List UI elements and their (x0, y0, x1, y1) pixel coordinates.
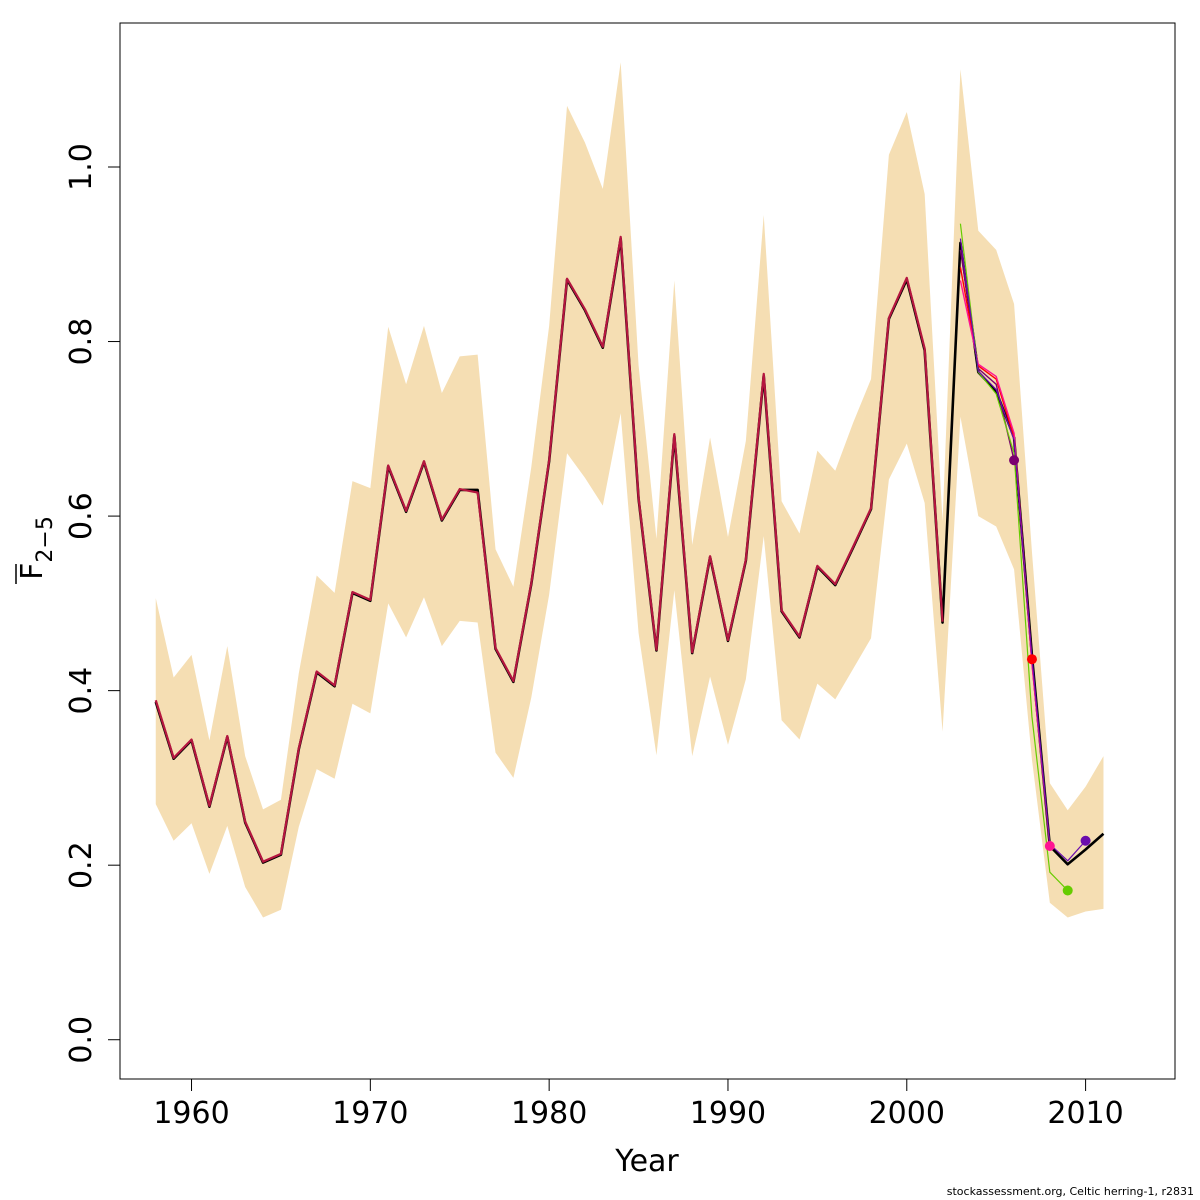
y-tick-label: 1.0 (64, 143, 99, 191)
confidence-band (155, 62, 1104, 918)
y-axis: 0.0 0.2 0.4 0.6 0.8 1.0 (64, 143, 121, 1064)
series-end-point-4 (1044, 840, 1055, 851)
confidence-band-area (155, 62, 1104, 918)
series-end-point-6 (1080, 835, 1091, 846)
x-axis-title: Year (614, 1144, 679, 1179)
series-line-6 (959, 238, 1087, 862)
series-line-5 (959, 223, 1069, 891)
x-tick-label: 2010 (1047, 1096, 1123, 1131)
y-axis-title-base: F (15, 563, 50, 580)
series-end-markers (1009, 455, 1091, 896)
x-axis: 1960 1970 1980 1990 2000 2010 (153, 1078, 1124, 1131)
svg-text:F2−5: F2−5 (15, 516, 58, 580)
series-end-point-3 (1026, 654, 1037, 665)
y-axis-title-subscript: 2−5 (33, 516, 58, 562)
x-tick-label: 2000 (869, 1096, 945, 1131)
y-tick-label: 0.6 (64, 492, 99, 540)
y-tick-label: 0.0 (64, 1016, 99, 1064)
series-line-7 (154, 235, 944, 863)
x-tick-label: 1980 (511, 1096, 587, 1131)
y-tick-label: 0.2 (64, 841, 99, 889)
y-tick-label: 0.8 (64, 318, 99, 366)
series-lines (154, 223, 1105, 891)
series-end-point-5 (1062, 885, 1073, 896)
x-tick-label: 1990 (690, 1096, 766, 1131)
series-end-point-2 (1009, 455, 1020, 466)
y-axis-title: F2−5 (15, 516, 58, 584)
y-tick-label: 0.4 (64, 667, 99, 715)
x-tick-label: 1960 (153, 1096, 229, 1131)
footer-credit: stockassessment.org, Celtic herring-1, r… (946, 1185, 1194, 1198)
x-tick-label: 1970 (332, 1096, 408, 1131)
